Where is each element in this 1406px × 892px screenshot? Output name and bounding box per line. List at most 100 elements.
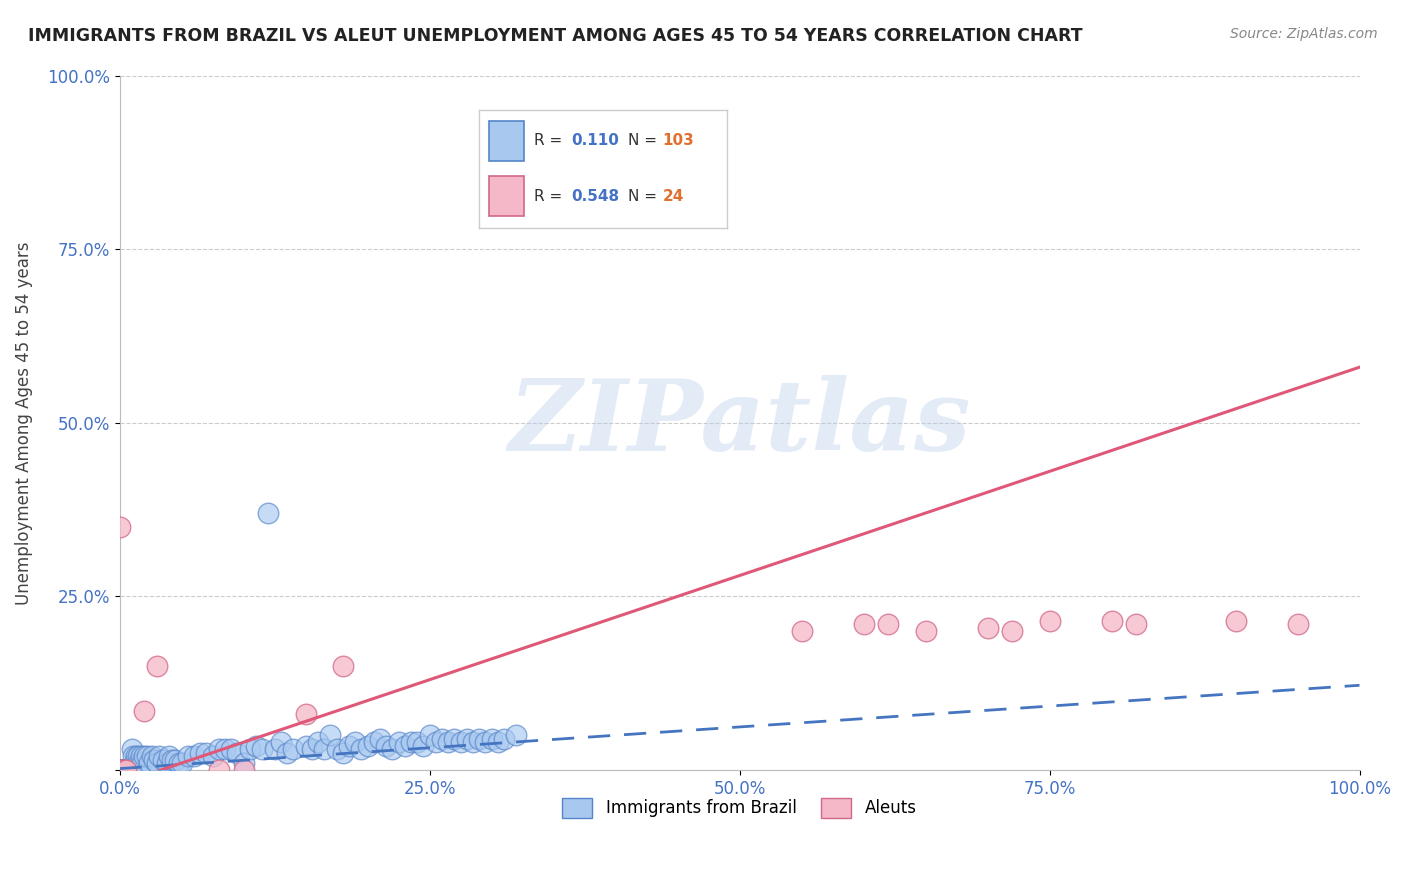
Point <box>301 742 323 756</box>
Point <box>437 735 460 749</box>
Point <box>219 742 242 756</box>
Point <box>412 739 434 753</box>
Point <box>425 735 447 749</box>
Point <box>239 742 262 756</box>
Point <box>115 763 138 777</box>
Point <box>332 746 354 760</box>
Point <box>375 739 398 753</box>
Point <box>114 763 136 777</box>
Point <box>914 624 936 639</box>
Point <box>128 756 150 770</box>
Point <box>1125 617 1147 632</box>
Point <box>167 756 190 770</box>
Point <box>201 749 224 764</box>
Point <box>134 704 156 718</box>
Point <box>1286 617 1309 632</box>
Point <box>114 763 136 777</box>
Point <box>134 749 156 764</box>
Point <box>790 624 813 639</box>
Point <box>114 763 136 777</box>
Point <box>852 617 875 632</box>
Point <box>160 753 183 767</box>
Point <box>146 756 169 770</box>
Point <box>135 749 157 764</box>
Point <box>332 658 354 673</box>
Point <box>108 763 131 777</box>
Point <box>111 763 134 777</box>
Point <box>263 742 285 756</box>
Point <box>1101 614 1123 628</box>
Text: ZIPatlas: ZIPatlas <box>509 375 970 471</box>
Point <box>257 506 280 520</box>
Point <box>125 756 148 770</box>
Point <box>108 763 131 777</box>
Point <box>125 749 148 764</box>
Point <box>208 763 231 777</box>
Point <box>183 749 205 764</box>
Point <box>152 753 174 767</box>
Point <box>188 746 211 760</box>
Point <box>877 617 900 632</box>
Point <box>319 728 342 742</box>
Point <box>131 756 153 770</box>
Point <box>486 735 509 749</box>
Point <box>976 621 998 635</box>
Point <box>283 742 305 756</box>
Y-axis label: Unemployment Among Ages 45 to 54 years: Unemployment Among Ages 45 to 54 years <box>15 241 32 605</box>
Point <box>108 763 131 777</box>
Point <box>307 735 329 749</box>
Point <box>468 731 491 746</box>
Text: Source: ZipAtlas.com: Source: ZipAtlas.com <box>1230 27 1378 41</box>
Point <box>325 742 347 756</box>
Point <box>111 763 134 777</box>
Point <box>430 731 453 746</box>
Point <box>1001 624 1024 639</box>
Point <box>294 707 316 722</box>
Point <box>108 520 131 534</box>
Point <box>127 749 149 764</box>
Point <box>108 763 131 777</box>
Point <box>481 731 503 746</box>
Point <box>157 749 180 764</box>
Point <box>108 763 131 777</box>
Point <box>121 763 143 777</box>
Point <box>129 749 152 764</box>
Point <box>505 728 527 742</box>
Point <box>114 763 136 777</box>
Point <box>214 742 236 756</box>
Point <box>122 749 145 764</box>
Point <box>406 735 429 749</box>
Point <box>141 749 163 764</box>
Point <box>294 739 316 753</box>
Point <box>114 763 136 777</box>
Point <box>381 742 404 756</box>
Point <box>170 756 193 770</box>
Point <box>363 735 385 749</box>
Point <box>112 763 135 777</box>
Point <box>356 739 378 753</box>
Point <box>165 753 187 767</box>
Point <box>148 749 170 764</box>
Point <box>387 735 409 749</box>
Point <box>368 731 391 746</box>
Point <box>146 658 169 673</box>
Point <box>419 728 441 742</box>
Point <box>110 763 132 777</box>
Point <box>108 763 131 777</box>
Point <box>108 763 131 777</box>
Point <box>110 763 132 777</box>
Point <box>108 763 131 777</box>
Point <box>399 735 422 749</box>
Point <box>250 742 273 756</box>
Text: IMMIGRANTS FROM BRAZIL VS ALEUT UNEMPLOYMENT AMONG AGES 45 TO 54 YEARS CORRELATI: IMMIGRANTS FROM BRAZIL VS ALEUT UNEMPLOY… <box>28 27 1083 45</box>
Point <box>108 763 131 777</box>
Point <box>118 763 141 777</box>
Point <box>1225 614 1247 628</box>
Point <box>143 753 166 767</box>
Point <box>108 763 131 777</box>
Point <box>232 756 254 770</box>
Point <box>120 763 142 777</box>
Point <box>156 756 179 770</box>
Point <box>474 735 496 749</box>
Point <box>114 763 136 777</box>
